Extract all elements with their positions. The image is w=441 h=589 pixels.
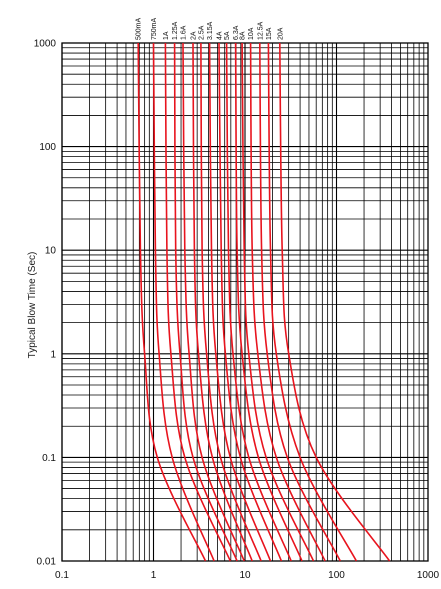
y-axis-label: Typical Blow Time (Sec) [27, 252, 38, 359]
curve-label: 6.3A [233, 25, 240, 40]
fuse-curve-500ma [137, 42, 207, 562]
curve-label: 2.5A [198, 25, 205, 40]
fuse-curve-20a [279, 42, 391, 562]
curve-label: 12.5A [257, 21, 264, 40]
y-tick-label: 0.1 [42, 453, 56, 464]
fuse-curve-1-25a [173, 42, 238, 562]
fuse-curve-10a [249, 42, 326, 562]
x-tick-label: 100 [328, 570, 345, 581]
x-tick-label: 10 [239, 570, 251, 581]
y-tick-label: 1 [50, 349, 56, 360]
curves [137, 42, 391, 562]
y-tick-label: 10 [45, 246, 57, 257]
curve-label: 1.6A [181, 25, 188, 40]
fuse-curve-15a [267, 42, 358, 562]
curve-label: 15A [266, 27, 273, 40]
x-tick-labels: 0.1 1 10 100 1000 [55, 570, 440, 581]
curve-label: 10A [248, 27, 255, 40]
fuse-curve-12-5a [259, 42, 342, 562]
fuse-curve-3-15a [208, 42, 272, 562]
curve-label: 1A [163, 31, 170, 40]
fuse-curve-1-6a [182, 42, 245, 562]
curve-label: 20A [277, 27, 284, 40]
curve-label: 4A [217, 31, 224, 40]
fuse-curve-8a [241, 42, 315, 562]
curve-label: 5A [224, 31, 231, 40]
fuse-curve-6-3a [234, 42, 303, 562]
fuse-curve-2-5a [200, 42, 262, 562]
x-tick-label: 1 [151, 570, 157, 581]
fuse-curve-5a [225, 42, 292, 562]
x-tick-label: 1000 [417, 570, 440, 581]
curve-label: 2A [191, 31, 198, 40]
curve-label: 750mA [151, 17, 158, 40]
y-tick-labels: 0.01 0.1 1 10 100 1000 [34, 39, 57, 568]
y-tick-label: 1000 [34, 39, 57, 50]
fuse-curve-1a [164, 42, 232, 562]
fuse-curve-2a [192, 42, 253, 562]
plot-frame [61, 42, 429, 562]
curve-label: 500mA [136, 17, 143, 40]
fuse-curve-4a [218, 42, 283, 562]
y-tick-label: 100 [39, 142, 56, 153]
fuse-curve-750ma [152, 42, 215, 562]
curve-label: 3.15A [207, 21, 214, 40]
curve-labels: 500mA 750mA 1A 1.25A 1.6A 2A 2.5A 3.15A 4A 5A 6.3A… [136, 17, 285, 40]
curve-label: 8A [240, 31, 247, 40]
y-tick-label: 0.01 [37, 557, 57, 568]
curve-label: 1.25A [172, 21, 179, 40]
x-tick-label: 0.1 [55, 570, 69, 581]
